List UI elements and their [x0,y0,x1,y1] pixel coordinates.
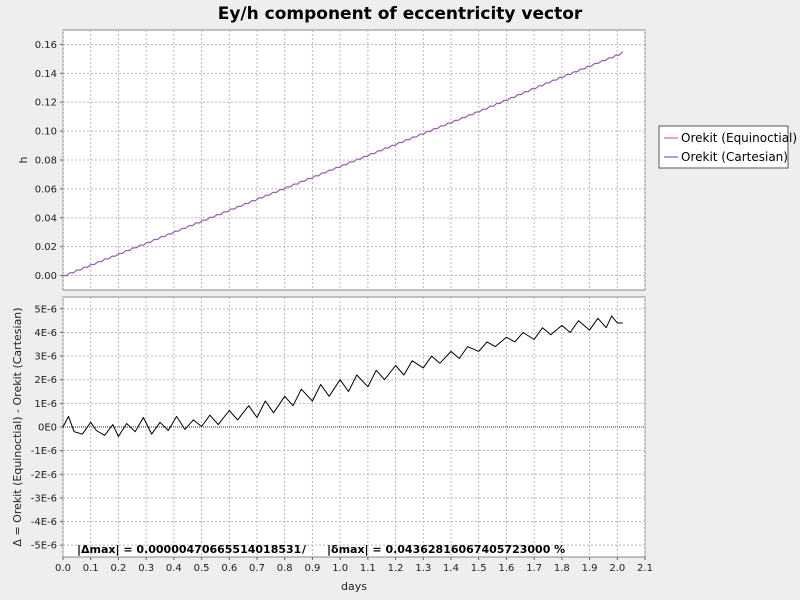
upper-y-tick-label: 0.06 [35,184,57,195]
x-tick-label: 0.5 [194,563,210,574]
upper-y-tick-label: 0.16 [35,40,57,51]
x-tick-label: 1.2 [388,563,404,574]
upper-y-axis-label: h [17,156,30,163]
delta-max-stat: |Δmax| = 0.0000047066551401853​1 [77,543,301,556]
stats-separator: / [302,543,307,556]
upper-y-tick-label: 0.10 [35,127,57,138]
x-tick-label: 0.3 [138,563,154,574]
x-tick-label: 1.0 [332,563,348,574]
lower-y-tick-label: -3E-6 [31,493,57,504]
upper-y-tick-label: 0.12 [35,98,57,109]
lower-grid [62,297,646,557]
x-tick-label: 1.1 [360,563,376,574]
lower-y-tick-label: 1E-6 [34,399,57,410]
x-tick-label: 1.6 [498,563,514,574]
x-tick-label: 0.0 [55,563,71,574]
upper-y-tick-label: 0.14 [35,69,57,80]
upper-plot-area [62,29,646,291]
x-tick-label: 1.4 [443,563,459,574]
x-tick-label: 1.9 [582,563,598,574]
x-tick-label: 0.6 [221,563,237,574]
chart-title: Ey/h component of eccentricity vector [218,4,583,24]
x-tick-label: 2.1 [637,563,653,574]
upper-y-tick-label: 0.02 [35,242,57,253]
upper-y-tick-label: 0.00 [35,271,57,282]
x-axis-label: days [341,580,367,593]
delta-rel-stat: |δmax| = 0.04362816067405723000 % [327,543,565,556]
lower-y-ticks: -5E-6 -4E-6 -3E-6 -2E-6 -1E-6 0E0 1E-6 2E-6 3E-6… [31,304,63,552]
upper-grid [62,30,646,290]
delta-series-line [62,315,623,437]
lower-y-tick-label: 3E-6 [34,352,57,363]
lower-y-tick-label: 0E0 [38,423,57,434]
legend: Orekit (Equinoctial) Orekit (Cartesian) [658,125,797,169]
legend-label-equinoctial: Orekit (Equinoctial) [681,131,797,145]
x-tick-label: 2.0 [609,563,625,574]
upper-y-tick-label: 0.08 [35,156,57,167]
x-tick-label: 0.7 [249,563,265,574]
lower-y-tick-label: -5E-6 [31,541,57,552]
lower-series [62,315,623,437]
legend-label-cartesian: Orekit (Cartesian) [681,150,788,164]
upper-plot: 0.00 0.02 0.04 0.06 0.08 0.10 0.12 0.14 0.16 h [17,29,646,291]
x-tick-label: 0.1 [83,563,99,574]
lower-y-axis-label: Δ = Orekit (Equinoctial) - Orekit (Carte… [11,307,24,546]
x-tick-label: 1.3 [415,563,431,574]
upper-y-ticks: 0.00 0.02 0.04 0.06 0.08 0.10 0.12 0.14 0.16 [35,40,63,282]
x-tick-label: 0.4 [166,563,182,574]
lower-x-ticks: 0.0 0.1 0.2 0.3 0.4 0.5 0.6 0.7 0.8 0.9 1.0 1.1 1.2 1… [55,557,653,574]
lower-y-tick-label: 2E-6 [34,375,57,386]
lower-y-tick-label: 5E-6 [34,304,57,315]
lower-y-tick-label: -2E-6 [31,470,57,481]
upper-series [63,51,624,277]
legend-box [658,125,789,169]
lower-y-tick-label: -1E-6 [31,446,57,457]
x-tick-label: 0.8 [277,563,293,574]
x-tick-label: 1.5 [471,563,487,574]
x-tick-label: 0.9 [304,563,320,574]
lower-y-tick-label: -4E-6 [31,517,57,528]
x-tick-label: 0.2 [110,563,126,574]
series-cartesian-line [63,51,624,276]
x-tick-label: 1.7 [526,563,542,574]
x-tick-label: 1.8 [554,563,570,574]
lower-y-tick-label: 4E-6 [34,328,57,339]
lower-plot: -5E-6 -4E-6 -3E-6 -2E-6 -1E-6 0E0 1E-6 2E-6 3E-6… [11,296,653,593]
upper-y-tick-label: 0.04 [35,213,57,224]
